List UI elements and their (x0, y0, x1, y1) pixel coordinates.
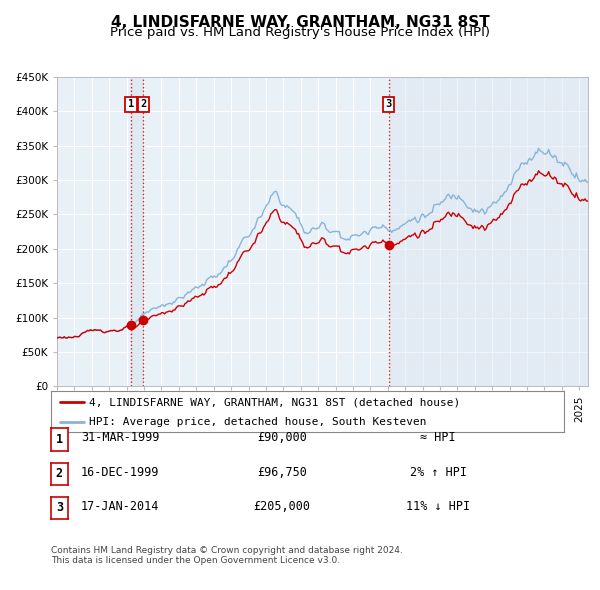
Text: 2: 2 (140, 99, 146, 109)
Text: 2: 2 (56, 467, 63, 480)
Text: 1: 1 (56, 433, 63, 446)
Text: £205,000: £205,000 (254, 500, 311, 513)
Text: £90,000: £90,000 (257, 431, 307, 444)
Text: 11% ↓ HPI: 11% ↓ HPI (406, 500, 470, 513)
Text: ≈ HPI: ≈ HPI (420, 431, 456, 444)
Text: 17-JAN-2014: 17-JAN-2014 (81, 500, 159, 513)
Bar (389, 77, 588, 386)
Text: 3: 3 (56, 502, 63, 514)
Text: 4, LINDISFARNE WAY, GRANTHAM, NG31 8ST: 4, LINDISFARNE WAY, GRANTHAM, NG31 8ST (110, 15, 490, 30)
Text: 1: 1 (128, 99, 134, 109)
Text: 3: 3 (385, 99, 392, 109)
Text: Price paid vs. HM Land Registry's House Price Index (HPI): Price paid vs. HM Land Registry's House … (110, 26, 490, 39)
Text: HPI: Average price, detached house, South Kesteven: HPI: Average price, detached house, Sout… (89, 417, 427, 427)
Text: Contains HM Land Registry data © Crown copyright and database right 2024.
This d: Contains HM Land Registry data © Crown c… (51, 546, 403, 565)
Bar (131, 77, 143, 386)
Text: 31-MAR-1999: 31-MAR-1999 (81, 431, 159, 444)
Text: 16-DEC-1999: 16-DEC-1999 (81, 466, 159, 478)
Text: 4, LINDISFARNE WAY, GRANTHAM, NG31 8ST (detached house): 4, LINDISFARNE WAY, GRANTHAM, NG31 8ST (… (89, 397, 461, 407)
Text: £96,750: £96,750 (257, 466, 307, 478)
Text: 2% ↑ HPI: 2% ↑ HPI (409, 466, 467, 478)
